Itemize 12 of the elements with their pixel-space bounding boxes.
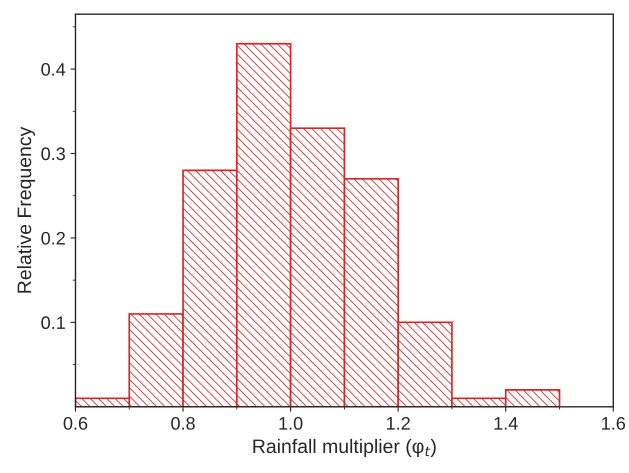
y-tick-label: 0.2 bbox=[41, 232, 65, 245]
x-tick-label: 1.0 bbox=[279, 416, 302, 430]
x-tick-label: 1.2 bbox=[386, 416, 410, 430]
x-tick-label: 1.4 bbox=[494, 417, 518, 430]
x-tick-label: 0.6 bbox=[64, 416, 88, 430]
x-axis-title: Rainfall multiplier (φ$_{t}$) bbox=[253, 438, 436, 458]
y-tick-label: 0.3 bbox=[41, 147, 65, 160]
x-tick-label: 1.6 bbox=[602, 416, 626, 430]
y-tick-label: 0.1 bbox=[41, 316, 65, 330]
x-tick-label: 0.8 bbox=[171, 416, 195, 430]
y-tick-label: 0.4 bbox=[41, 63, 66, 76]
y-axis-title: Relative Frequency bbox=[16, 126, 36, 293]
